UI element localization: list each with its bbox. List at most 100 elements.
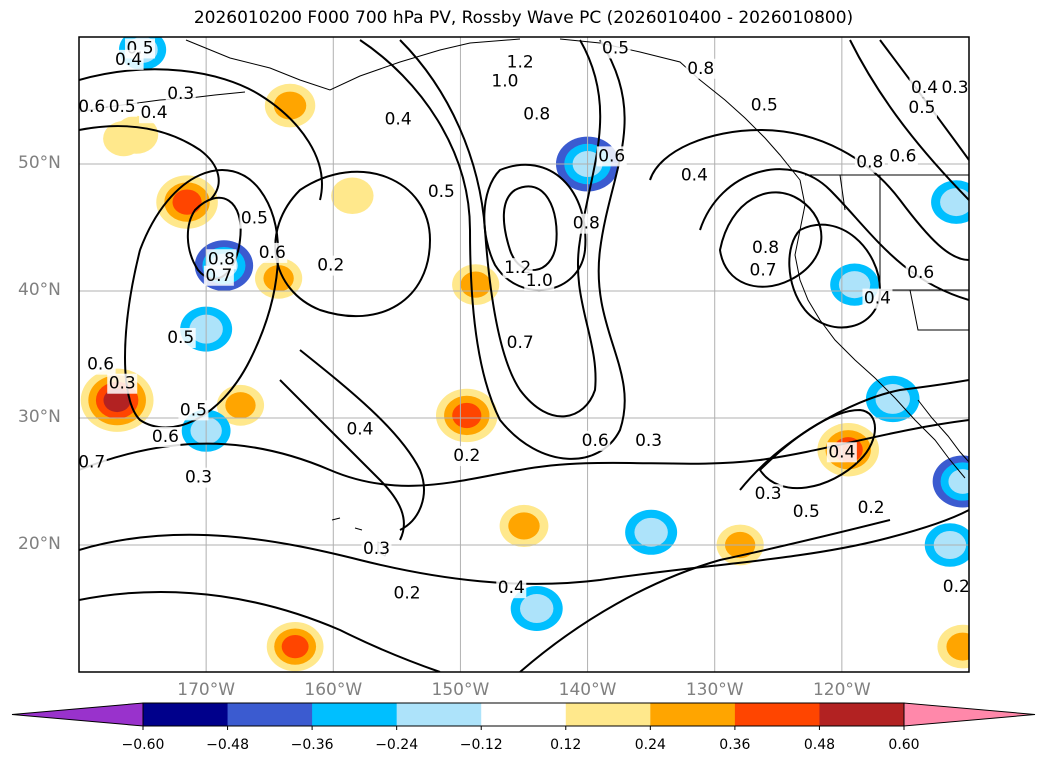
contour-east-ridge-3 xyxy=(788,223,882,329)
contour-label-bg xyxy=(165,327,196,348)
positive-pv-anomaly xyxy=(508,512,540,540)
longitude-label: 120°W xyxy=(812,680,871,700)
contour-high-cell xyxy=(502,185,558,271)
contour-label-bg xyxy=(791,501,822,522)
contour-label: 0.7 xyxy=(205,266,232,286)
contour-label: 0.2 xyxy=(394,583,421,603)
colorbar-tick-label: 0.48 xyxy=(803,737,836,753)
positive-pv-anomaly xyxy=(172,189,202,215)
baja-gulf-coast xyxy=(917,399,969,463)
colorbar-tick-label: −0.12 xyxy=(459,737,503,753)
contour-label-bg xyxy=(79,452,107,473)
positive-pv-anomaly xyxy=(273,91,307,120)
contour-south-band-3 xyxy=(79,590,441,672)
contour-label: 0.5 xyxy=(602,38,629,58)
contour-label-bg xyxy=(79,96,107,117)
contour-alaska-inner xyxy=(399,39,602,418)
contour-label-bg xyxy=(85,354,116,375)
contour-label: 0.3 xyxy=(363,539,390,559)
colorbar-tick-label: −0.24 xyxy=(375,737,419,753)
contour-label: 0.6 xyxy=(907,263,934,283)
contour-label-bg xyxy=(905,263,936,284)
negative-pv-anomaly xyxy=(634,517,668,547)
contour-south-band-4 xyxy=(519,519,891,672)
contour-label-bg xyxy=(426,181,457,202)
contour-label: 0.7 xyxy=(750,261,777,281)
contour-south-band-1 xyxy=(79,419,969,487)
contour-label: 0.3 xyxy=(185,468,212,488)
map-background xyxy=(79,37,969,672)
contour-label: 0.4 xyxy=(828,442,855,462)
contour-label-bg xyxy=(909,77,940,98)
contour-label: 0.4 xyxy=(681,165,708,185)
contour-label-bg xyxy=(505,333,536,354)
contour-label-bg xyxy=(521,104,552,125)
contour-label-bg xyxy=(856,498,887,519)
contour-label: 0.8 xyxy=(856,153,883,173)
contour-label: 1.0 xyxy=(491,71,518,91)
contour-label-bg xyxy=(150,427,181,448)
contour-label: 0.2 xyxy=(317,256,344,276)
contour-label-bg xyxy=(203,265,234,286)
contour-label: 1.2 xyxy=(507,52,534,72)
contour-label-bg xyxy=(361,538,392,559)
us-state-lines xyxy=(805,174,969,331)
negative-pv-anomaly xyxy=(940,188,969,217)
contour-label-bg xyxy=(107,96,138,117)
contour-label: 0.6 xyxy=(582,431,609,451)
positive-pv-anomaly xyxy=(225,392,256,419)
contour-label-bg xyxy=(580,430,611,451)
latitude-label: 20°N xyxy=(18,534,61,554)
longitude-label: 140°W xyxy=(558,680,617,700)
contour-east-ridge-2 xyxy=(718,191,823,288)
longitude-label: 150°W xyxy=(431,680,490,700)
contour-label: 0.3 xyxy=(941,78,968,98)
contour-label: 0.2 xyxy=(453,446,480,466)
contour-label-bg xyxy=(749,95,780,116)
colorbar-tick-label: −0.60 xyxy=(121,737,165,753)
longitude-label: 160°W xyxy=(304,680,363,700)
contour-label-bg xyxy=(257,242,288,263)
contour-label-bg xyxy=(315,255,346,276)
negative-pv-anomaly xyxy=(875,384,910,414)
colorbar-segment xyxy=(481,703,567,726)
colorbar-frame xyxy=(142,702,905,727)
map-frame xyxy=(78,36,970,673)
contour-label: 0.3 xyxy=(635,431,662,451)
contour-label-bg xyxy=(451,446,482,467)
colorbar-tick-label: −0.48 xyxy=(206,737,249,753)
negative-pv-anomaly xyxy=(948,469,969,494)
colorbar-segment xyxy=(650,703,736,726)
contour-label-bg xyxy=(183,467,214,488)
north-america-coast xyxy=(794,179,966,479)
contour-label-bg xyxy=(596,146,627,167)
contour-south-band-2 xyxy=(79,509,969,585)
pv-contours xyxy=(79,39,969,672)
colorbar-tick-label: 0.24 xyxy=(634,737,666,753)
contour-alaska-high xyxy=(359,39,626,460)
longitude-label: 170°W xyxy=(177,680,236,700)
contour-label: 0.3 xyxy=(167,84,194,104)
contour-label-bg xyxy=(206,249,237,270)
contour-label-bg xyxy=(940,77,969,98)
contour-label: 0.5 xyxy=(180,400,207,420)
contour-hawaii-2 xyxy=(299,349,425,531)
contour-label: 0.4 xyxy=(385,110,412,130)
colorbar-segment xyxy=(734,703,820,726)
gridlines xyxy=(79,37,969,672)
positive-pv-anomaly xyxy=(460,271,491,298)
contour-hawaii-1 xyxy=(279,379,405,541)
contour-label-bg xyxy=(344,419,375,440)
positive-pv-anomaly xyxy=(452,402,482,429)
contour-label-bg xyxy=(524,270,555,291)
contour-label: 0.2 xyxy=(943,577,970,597)
latitude-label: 50°N xyxy=(18,153,61,173)
colorbar-max-extension xyxy=(903,702,1036,727)
contour-label: 0.5 xyxy=(751,96,778,116)
contour-label: 0.4 xyxy=(911,78,938,98)
contour-label: 0.3 xyxy=(109,374,136,394)
colorbar-segment xyxy=(819,703,905,726)
contour-label-bg xyxy=(906,98,937,119)
contour-east-trough-1 xyxy=(649,128,969,261)
